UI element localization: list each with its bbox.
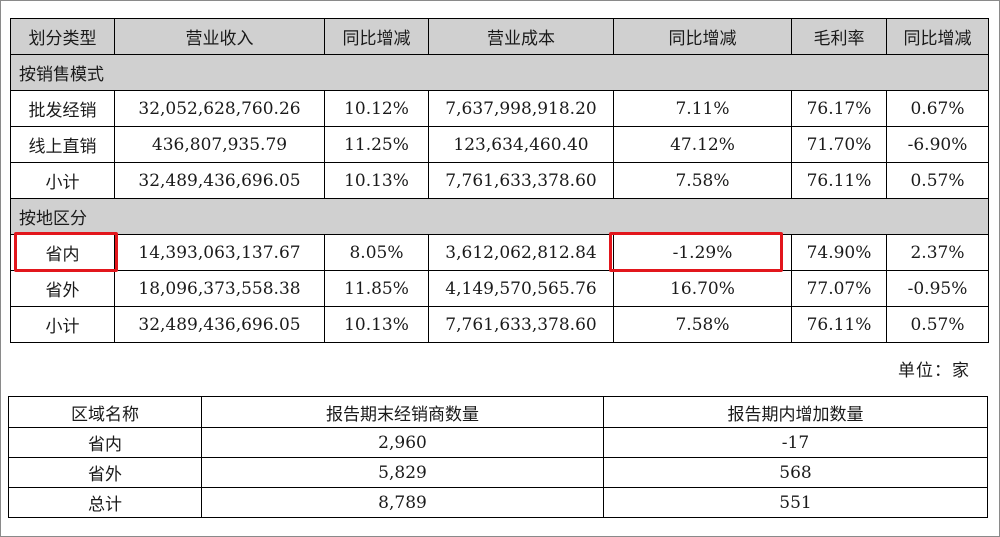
header-cell: 毛利率: [791, 18, 887, 55]
table-cell: 0.57%: [886, 306, 989, 343]
table-cell: 小计: [10, 306, 115, 343]
table-cell: 2,960: [201, 427, 604, 458]
dealer-count-table: 区域名称 报告期末经销商数量 报告期内增加数量 省内 2,960 -17 省外 …: [8, 396, 988, 518]
table-cell: 7.11%: [613, 90, 792, 127]
table-header-row: 划分类型 营业收入 同比增减 营业成本 同比增减 毛利率 同比增减: [10, 18, 989, 55]
table-cell: 10.13%: [324, 306, 429, 343]
table-cell: 5,829: [201, 457, 604, 488]
table-cell: -6.90%: [886, 126, 989, 163]
table-cell: 76.11%: [791, 162, 887, 199]
table-cell: 551: [603, 487, 988, 518]
table-cell: 568: [603, 457, 988, 488]
header-cell: 区域名称: [8, 396, 202, 428]
section-title: 按销售模式: [10, 54, 989, 91]
table-cell: 7.58%: [613, 162, 792, 199]
table-cell: 2.37%: [886, 234, 989, 271]
table-cell: 7,637,998,918.20: [428, 90, 614, 127]
table-cell: 16.70%: [613, 270, 792, 307]
table-cell: 76.11%: [791, 306, 887, 343]
table-cell: 0.57%: [886, 162, 989, 199]
header-cell: 报告期末经销商数量: [201, 396, 604, 428]
table-cell: 32,489,436,696.05: [114, 306, 325, 343]
header-cell: 营业成本: [428, 18, 614, 55]
table-cell: 47.12%: [613, 126, 792, 163]
table-header-row: 区域名称 报告期末经销商数量 报告期内增加数量: [8, 396, 988, 428]
table-cell: 11.25%: [324, 126, 429, 163]
table-cell: 省内: [10, 234, 115, 271]
table-cell: 74.90%: [791, 234, 887, 271]
table-cell: 18,096,373,558.38: [114, 270, 325, 307]
table-row: 总计 8,789 551: [8, 487, 988, 518]
table-cell: 76.17%: [791, 90, 887, 127]
table-cell: 436,807,935.79: [114, 126, 325, 163]
table-cell: 8.05%: [324, 234, 429, 271]
table-cell: 8,789: [201, 487, 604, 518]
table-cell: 线上直销: [10, 126, 115, 163]
table-cell: 省外: [8, 457, 202, 488]
header-cell: 报告期内增加数量: [603, 396, 988, 428]
table-cell: 省外: [10, 270, 115, 307]
table-cell: -1.29%: [613, 234, 792, 271]
unit-label: 单位：家: [898, 361, 970, 381]
table-cell: -17: [603, 427, 988, 458]
header-cell: 划分类型: [10, 18, 115, 55]
sales-breakdown-table: 划分类型 营业收入 同比增减 营业成本 同比增减 毛利率 同比增减 按销售模式 …: [10, 18, 989, 343]
table-cell: 总计: [8, 487, 202, 518]
section-header-row: 按销售模式: [10, 54, 989, 91]
table-row: 省内 2,960 -17: [8, 427, 988, 458]
table-cell: 0.67%: [886, 90, 989, 127]
table-cell: 77.07%: [791, 270, 887, 307]
header-cell: 同比增减: [324, 18, 429, 55]
table-cell: 7,761,633,378.60: [428, 162, 614, 199]
table-row: 线上直销 436,807,935.79 11.25% 123,634,460.4…: [10, 126, 989, 163]
section-title: 按地区分: [10, 198, 989, 235]
table-cell: 71.70%: [791, 126, 887, 163]
table-cell: 32,052,628,760.26: [114, 90, 325, 127]
table-cell: 10.12%: [324, 90, 429, 127]
table-cell: 批发经销: [10, 90, 115, 127]
table-row: 小计 32,489,436,696.05 10.13% 7,761,633,37…: [10, 306, 989, 343]
table-cell: 11.85%: [324, 270, 429, 307]
header-cell: 同比增减: [613, 18, 792, 55]
header-cell: 营业收入: [114, 18, 325, 55]
section-header-row: 按地区分: [10, 198, 989, 235]
table-cell: 小计: [10, 162, 115, 199]
table-row: 省外 5,829 568: [8, 457, 988, 488]
table-row: 批发经销 32,052,628,760.26 10.12% 7,637,998,…: [10, 90, 989, 127]
header-cell: 同比增减: [886, 18, 989, 55]
table-cell: 7.58%: [613, 306, 792, 343]
table-row: 小计 32,489,436,696.05 10.13% 7,761,633,37…: [10, 162, 989, 199]
table-row: 省内 14,393,063,137.67 8.05% 3,612,062,812…: [10, 234, 989, 271]
table-cell: -0.95%: [886, 270, 989, 307]
table-row: 省外 18,096,373,558.38 11.85% 4,149,570,56…: [10, 270, 989, 307]
table-cell: 4,149,570,565.76: [428, 270, 614, 307]
table-cell: 3,612,062,812.84: [428, 234, 614, 271]
table-cell: 7,761,633,378.60: [428, 306, 614, 343]
table-cell: 省内: [8, 427, 202, 458]
table-cell: 32,489,436,696.05: [114, 162, 325, 199]
table-cell: 123,634,460.40: [428, 126, 614, 163]
table-cell: 14,393,063,137.67: [114, 234, 325, 271]
table-cell: 10.13%: [324, 162, 429, 199]
